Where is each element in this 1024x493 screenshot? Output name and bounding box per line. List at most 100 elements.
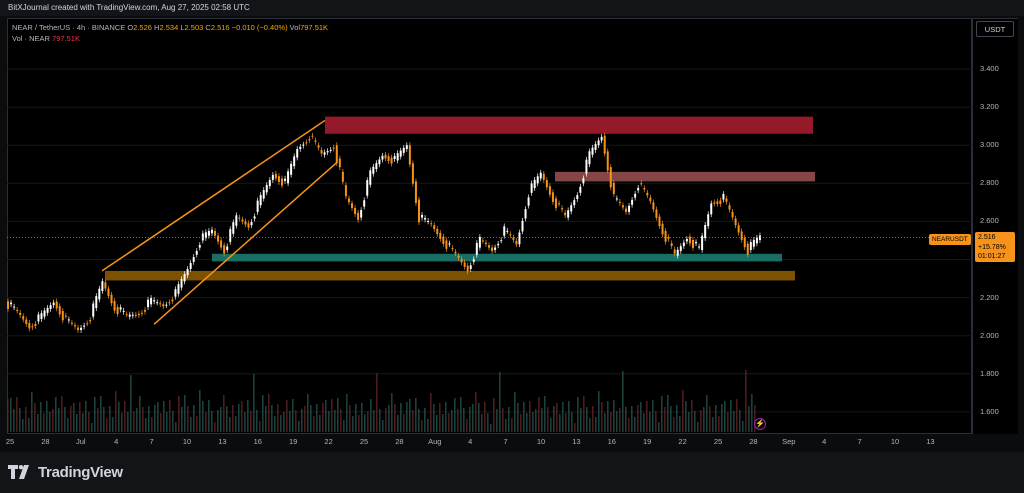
volume-bar — [664, 407, 666, 432]
volume-bar — [529, 401, 531, 432]
candle-body — [232, 222, 235, 234]
time-tick-label: 13 — [926, 437, 935, 446]
volume-bar — [490, 424, 492, 432]
time-tick-label: 7 — [857, 437, 862, 446]
volume-bar — [682, 390, 684, 432]
candle-body — [19, 312, 22, 316]
time-tick-label: 7 — [503, 437, 508, 446]
candle-body — [153, 300, 156, 302]
volume-bar — [724, 401, 726, 432]
volume-bar — [457, 409, 459, 432]
volume-bar — [211, 411, 213, 432]
candle-body — [360, 210, 363, 218]
time-tick-label: 7 — [149, 437, 154, 446]
volume-bar — [625, 407, 627, 432]
volume-bar — [649, 412, 651, 432]
volume-bar — [121, 413, 123, 432]
candle-body — [274, 173, 277, 179]
candle-body — [628, 205, 631, 212]
candle-body — [101, 281, 104, 291]
volume-bar — [238, 404, 240, 432]
candle-body — [147, 299, 150, 308]
volume-bar — [439, 403, 441, 432]
tradingview-brand[interactable]: TradingView — [8, 463, 123, 481]
candle-body — [104, 282, 107, 289]
volume-bar — [226, 406, 228, 432]
volume-bar — [103, 407, 105, 432]
chart-canvas[interactable] — [7, 18, 972, 434]
volume-bar — [265, 406, 267, 432]
candle-body — [664, 230, 667, 242]
volume-bar — [583, 396, 585, 432]
candle-body — [192, 257, 195, 262]
volume-bar — [361, 403, 363, 432]
volume-bar — [160, 413, 162, 432]
volume-bar — [232, 405, 234, 432]
candle-body — [424, 217, 427, 220]
candle-body — [396, 153, 399, 161]
candle-body — [488, 245, 491, 248]
volume-bar — [694, 411, 696, 432]
volume-bar — [595, 417, 597, 432]
volume-bar — [319, 415, 321, 432]
volume-bar — [283, 412, 285, 432]
candle-body — [551, 192, 554, 202]
volume-bar — [613, 400, 615, 432]
price-tick-label: 3.200 — [980, 102, 999, 112]
volume-bar — [184, 395, 186, 432]
candle-body — [372, 166, 375, 174]
volume-bar — [472, 404, 474, 432]
candle-body — [363, 200, 366, 207]
price-axis[interactable] — [972, 18, 1018, 434]
candle-body — [503, 226, 506, 236]
lightning-icon[interactable]: ⚡ — [754, 418, 766, 430]
volume-bar — [700, 410, 702, 432]
candle-body — [89, 319, 92, 322]
candle-body — [378, 159, 381, 165]
volume-bar — [139, 396, 141, 432]
candle-body — [189, 263, 192, 270]
volume-bar — [334, 410, 336, 432]
volume-bar — [370, 399, 372, 432]
candle-body — [28, 322, 31, 329]
candle-body — [506, 230, 509, 232]
candle-body — [165, 304, 168, 306]
candle-body — [527, 197, 530, 206]
candle-body — [469, 265, 472, 270]
candle-body — [73, 325, 76, 327]
candle-body — [131, 314, 134, 316]
volume-bar — [115, 391, 117, 432]
candle-body — [335, 145, 338, 164]
candle-body — [183, 274, 186, 282]
volume-indicator-label[interactable]: Vol · NEAR — [12, 34, 50, 43]
volume-bar — [157, 402, 159, 432]
volume-bar — [388, 405, 390, 432]
volume-bar — [322, 403, 324, 432]
volume-bar — [358, 415, 360, 432]
time-tick-label: 10 — [890, 437, 900, 446]
candle-body — [217, 235, 220, 242]
price-change-pct: +15.78% — [978, 243, 1006, 251]
open-label: O — [127, 23, 134, 32]
time-tick-label: 19 — [643, 437, 652, 446]
volume-bar — [610, 412, 612, 432]
volume-bar — [133, 411, 135, 432]
candle-body — [305, 142, 308, 144]
volume-bar — [28, 418, 30, 432]
candle-body — [271, 174, 274, 180]
candle-body — [287, 171, 290, 184]
volume-bar — [73, 403, 75, 432]
volume-bar — [508, 407, 510, 432]
candle-body — [402, 147, 405, 153]
volume-bar — [511, 418, 513, 432]
open-value: 2.526 — [133, 23, 152, 32]
candle-body — [609, 167, 612, 188]
candle-body — [320, 149, 323, 154]
chart-pane[interactable] — [7, 18, 972, 434]
volume-bar — [409, 399, 411, 432]
candle-body — [758, 235, 761, 240]
candle-body — [451, 248, 454, 250]
currency-selector[interactable]: USDT — [976, 21, 1014, 37]
volume-bar — [430, 393, 432, 432]
symbol-title[interactable]: NEAR / TetherUS · 4h · BINANCE — [12, 23, 126, 32]
